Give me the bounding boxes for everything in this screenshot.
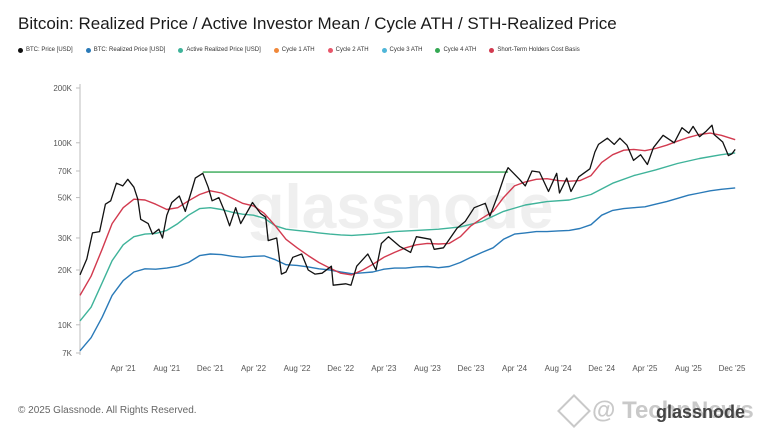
x-tick-label: Aug '21 bbox=[153, 364, 180, 373]
x-axis: Apr '21 Aug '21 Dec '21 Apr '22 Aug '22 Dec '… bbox=[111, 364, 746, 373]
legend-dot-icon bbox=[489, 47, 495, 53]
legend-label: Cycle 3 ATH bbox=[389, 47, 423, 53]
legend-dot-icon bbox=[178, 47, 184, 53]
legend-dot-icon bbox=[273, 47, 279, 53]
chart-title: Bitcoin: Realized Price / Active Investo… bbox=[18, 14, 617, 33]
legend-label: Cycle 2 ATH bbox=[335, 47, 369, 53]
series-layer bbox=[79, 124, 736, 352]
x-tick-label: Apr '21 bbox=[111, 364, 137, 373]
legend-item-sth-cost-basis[interactable]: Short-Term Holders Cost Basis bbox=[489, 47, 580, 53]
legend-label: BTC: Realized Price [USD] bbox=[93, 47, 166, 53]
y-tick-label: 10K bbox=[58, 321, 73, 330]
y-tick-label: 7K bbox=[62, 349, 72, 358]
y-tick-label: 20K bbox=[58, 266, 73, 275]
x-tick-label: Apr '23 bbox=[371, 364, 397, 373]
legend-item-active-realized-price[interactable]: Active Realized Price [USD] bbox=[178, 47, 261, 53]
legend-item-btc-price[interactable]: BTC: Price [USD] bbox=[18, 47, 73, 53]
x-tick-label: Dec '22 bbox=[327, 364, 354, 373]
chart-legend: BTC: Price [USD] BTC: Realized Price [US… bbox=[18, 47, 580, 53]
x-tick-label: Aug '23 bbox=[414, 364, 441, 373]
overlay-watermark-text: @ TechnNews bbox=[592, 397, 754, 424]
footer-brand: glassnode bbox=[656, 402, 746, 422]
legend-label: Cycle 1 ATH bbox=[281, 47, 315, 53]
y-tick-label: 70K bbox=[58, 167, 73, 176]
legend-dot-icon bbox=[381, 47, 387, 53]
series-line-active-realized-price-usd bbox=[79, 152, 736, 322]
y-tick-label: 100K bbox=[53, 139, 72, 148]
legend-item-cycle-1-ath[interactable]: Cycle 1 ATH bbox=[273, 47, 315, 53]
legend-dot-icon bbox=[85, 47, 91, 53]
y-tick-label: 50K bbox=[58, 194, 73, 203]
diamond-logo-icon bbox=[557, 394, 591, 428]
x-tick-label: Dec '24 bbox=[588, 364, 615, 373]
legend-label: Short-Term Holders Cost Basis bbox=[497, 47, 580, 53]
legend-dot-icon bbox=[327, 47, 333, 53]
x-tick-label: Dec '25 bbox=[719, 364, 746, 373]
copyright-text: © 2025 Glassnode. All Rights Reserved. bbox=[18, 405, 197, 416]
x-tick-label: Aug '22 bbox=[284, 364, 311, 373]
x-tick-label: Apr '25 bbox=[632, 364, 658, 373]
legend-label: BTC: Price [USD] bbox=[26, 47, 73, 53]
legend-label: Active Realized Price [USD] bbox=[186, 47, 261, 53]
legend-dot-icon bbox=[435, 47, 441, 53]
y-tick-label: 30K bbox=[58, 234, 73, 243]
y-tick-label: 200K bbox=[53, 84, 72, 93]
series-line-btc-realized-price-usd bbox=[79, 187, 736, 352]
legend-dot-icon bbox=[18, 47, 23, 53]
legend-item-cycle-4-ath[interactable]: Cycle 4 ATH bbox=[435, 47, 476, 53]
legend-item-cycle-3-ath[interactable]: Cycle 3 ATH bbox=[381, 47, 423, 53]
x-tick-label: Dec '21 bbox=[197, 364, 224, 373]
legend-label: Cycle 4 ATH bbox=[443, 47, 477, 53]
series-line-btc-price-usd bbox=[79, 124, 736, 286]
y-axis: 7K 10K 20K 30K 50K 70K 100K 200K bbox=[53, 84, 81, 358]
x-tick-label: Aug '24 bbox=[545, 364, 572, 373]
overlay-watermark: @ TechnNews bbox=[557, 394, 754, 428]
x-tick-label: Aug '25 bbox=[675, 364, 702, 373]
legend-item-realized-price[interactable]: BTC: Realized Price [USD] bbox=[85, 47, 166, 53]
x-tick-label: Apr '24 bbox=[502, 364, 528, 373]
x-tick-label: Apr '22 bbox=[241, 364, 267, 373]
legend-item-cycle-2-ath[interactable]: Cycle 2 ATH bbox=[327, 47, 369, 53]
x-tick-label: Dec '23 bbox=[458, 364, 485, 373]
